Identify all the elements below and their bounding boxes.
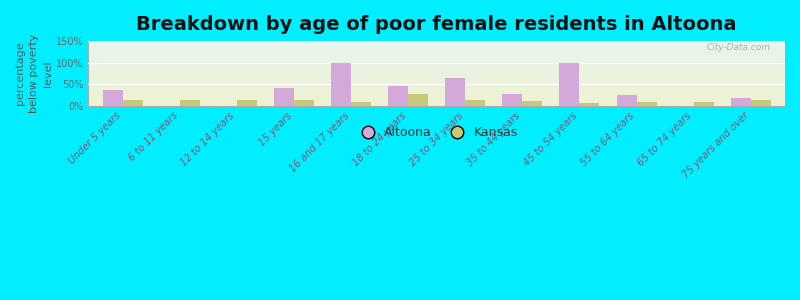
Bar — [122, 100, 142, 106]
Bar — [408, 94, 428, 106]
Bar — [180, 100, 200, 106]
Bar — [502, 94, 522, 106]
Bar — [637, 102, 657, 106]
Bar — [294, 100, 314, 106]
Bar — [351, 102, 371, 106]
Bar — [237, 100, 257, 106]
Bar — [465, 100, 485, 106]
Bar — [445, 78, 465, 106]
Bar — [694, 102, 714, 106]
Title: Breakdown by age of poor female residents in Altoona: Breakdown by age of poor female resident… — [136, 15, 737, 34]
Text: City-Data.com: City-Data.com — [707, 43, 771, 52]
Bar — [750, 100, 770, 106]
Bar — [559, 63, 579, 106]
Y-axis label: percentage
below poverty
level: percentage below poverty level — [15, 34, 53, 113]
Bar — [331, 63, 351, 106]
Bar — [102, 90, 122, 106]
Bar — [617, 95, 637, 106]
Legend: Altoona, Kansas: Altoona, Kansas — [350, 122, 522, 144]
Bar — [388, 86, 408, 106]
Bar — [730, 98, 750, 106]
Bar — [522, 101, 542, 106]
Bar — [579, 103, 599, 106]
Bar — [274, 88, 294, 106]
